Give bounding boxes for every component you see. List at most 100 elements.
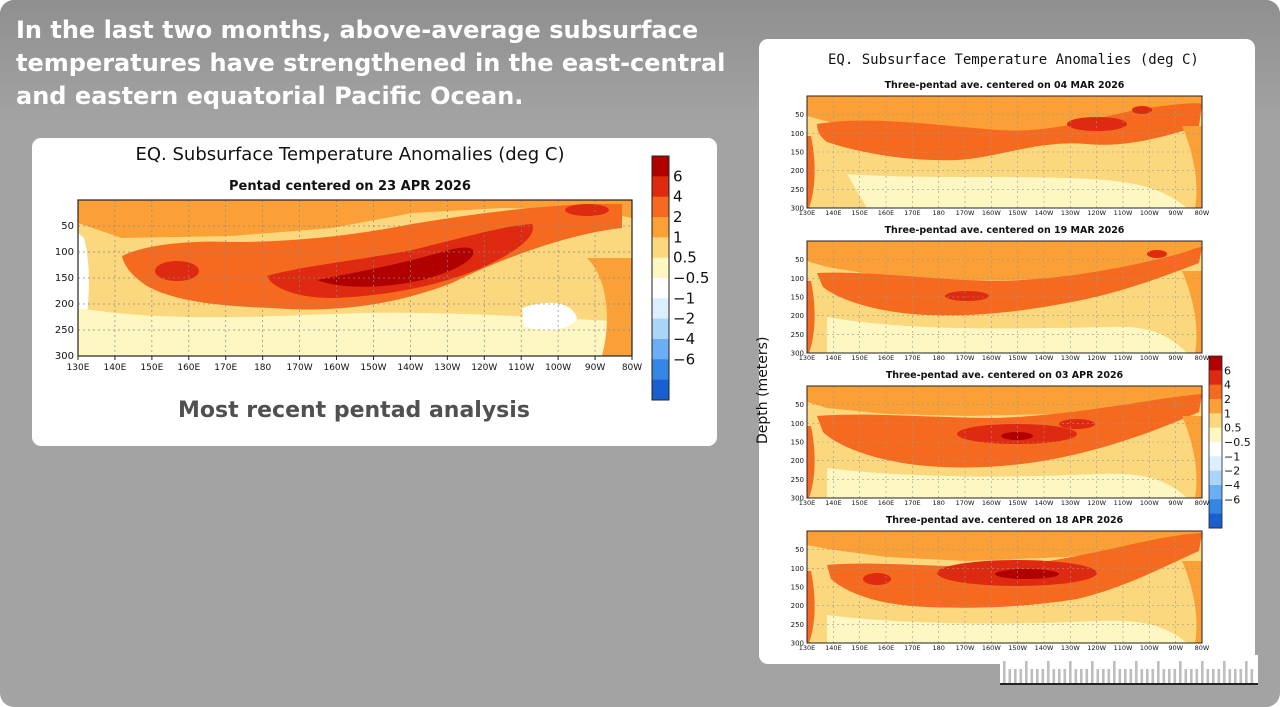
x-tick-label: 160W (323, 363, 349, 373)
panel-x-tick: 130W (1061, 644, 1080, 652)
panel-x-tick: 150E (851, 644, 868, 652)
y-tick-label: 100 (55, 247, 74, 258)
colorbar-swatch (652, 298, 669, 320)
timeline-tick (1085, 669, 1089, 683)
timeline-tick (1019, 669, 1023, 683)
timeline-tick (1250, 669, 1254, 683)
panel-x-tick: 180 (932, 354, 944, 362)
colorbar-swatch (1209, 356, 1222, 371)
timeline-tick (1113, 661, 1116, 683)
colorbar-label: 1 (673, 228, 683, 246)
panel-contour-4 (863, 573, 891, 585)
neutral-patch (522, 302, 577, 331)
timeline-tick (1228, 669, 1232, 683)
timeline-tick (1118, 669, 1122, 683)
panel-plot: 130E 140E 150E 160E 170E 180 170W 160W 150W 140W 1… (791, 385, 1210, 507)
panel-frame (806, 385, 1203, 499)
colorbar-swatch (1209, 513, 1222, 529)
panel-contour-4 (1067, 117, 1127, 131)
panel-x-tick: 150W (1008, 644, 1027, 652)
timeline-tick (1025, 661, 1028, 683)
colorbar-label: −1 (1224, 450, 1240, 463)
panel-x-tick: 180 (932, 209, 944, 217)
panel-x-tick: 140W (1035, 209, 1054, 217)
right-chart-title: EQ. Subsurface Temperature Anomalies (de… (828, 52, 1199, 68)
x-tick-label: 80W (622, 363, 642, 373)
gridlines (78, 200, 632, 356)
panel-weak-deep (827, 317, 1187, 353)
timeline-tick (1201, 661, 1204, 683)
panel-x-tick: 90W (1168, 209, 1183, 217)
timeline-tick (1047, 661, 1050, 683)
panel-y-tick: 100 (791, 420, 804, 428)
panel-x-tick: 180 (932, 499, 944, 507)
timeline-tick (1140, 669, 1144, 683)
panel-contour-4 (1147, 250, 1167, 258)
panel-contour-6 (1001, 432, 1033, 440)
panel-x-tick: 170E (904, 499, 921, 507)
timeline-tick (1151, 669, 1155, 683)
panel-x-tick: 130E (799, 354, 816, 362)
main-caption: Most recent pentad analysis (178, 398, 530, 423)
panel-y-tick: 250 (791, 476, 804, 484)
panel-frame (806, 95, 1203, 209)
panel-x-tick: 100W (1140, 354, 1159, 362)
timeline-tick (1124, 669, 1127, 683)
warm-upper-band (78, 200, 632, 238)
panel-x-tick: 170E (904, 354, 921, 362)
y-tick-label: 200 (55, 299, 74, 310)
slide-headline: In the last two months, above-average su… (16, 16, 726, 110)
panel-x-tick: 100W (1140, 499, 1159, 507)
timeline-tick (1030, 669, 1034, 683)
panel-x-tick: 160W (982, 644, 1001, 652)
panel-x-tick: 150E (851, 499, 868, 507)
colorbar-swatch (652, 379, 669, 401)
timeline-tick (1091, 661, 1094, 683)
timeline-tick (1217, 669, 1221, 683)
panel-x-tick: 140W (1035, 354, 1054, 362)
x-tick-label: 170W (287, 363, 313, 373)
panel-x-tick: 160E (878, 209, 895, 217)
x-tick-label: 160E (177, 363, 200, 373)
timeline-tick (1245, 661, 1248, 683)
panel-title: Three-pentad ave. centered on 03 APR 202… (886, 370, 1124, 381)
panel-east-deep (1182, 271, 1202, 353)
timeline-tick (1206, 669, 1210, 683)
colorbar-label: −6 (1224, 493, 1240, 506)
panel-title: Three-pentad ave. centered on 19 MAR 202… (885, 225, 1125, 236)
timeline-tick (1058, 669, 1061, 683)
timeline-tick (1195, 669, 1199, 683)
panel-contour-4 (945, 291, 989, 301)
colorbar-label: −1 (673, 289, 695, 307)
timeline-tick (1003, 661, 1006, 683)
panel-x-tick: 170W (956, 644, 975, 652)
colorbar-label: 4 (1224, 379, 1231, 392)
timeline-tick (1036, 669, 1039, 683)
panel-x-tick: 130E (799, 499, 816, 507)
panel-x-tick: 150W (1008, 354, 1027, 362)
timeline-tick (1157, 661, 1160, 683)
timeline-strip (1000, 655, 1258, 685)
timeline-tick (1190, 669, 1193, 683)
panel-x-tick: 90W (1168, 644, 1183, 652)
plot-area (77, 199, 633, 357)
pentad-panel: Three-pentad ave. centered on 04 MAR 202… (791, 80, 1210, 217)
panel-x-tick: 160E (878, 354, 895, 362)
timeline-tick (1129, 669, 1133, 683)
panel-x-tick: 160E (878, 644, 895, 652)
panel-x-tick: 80W (1195, 499, 1210, 507)
panel-west-edge (807, 136, 815, 208)
y-tick-labels: 50 100 150 200 250 300 (55, 221, 74, 362)
panel-y-tick: 50 (795, 546, 804, 554)
panel-x-tick: 120W (1087, 499, 1106, 507)
colorbar-swatch (1209, 485, 1222, 500)
colorbar-label: −4 (1224, 479, 1240, 492)
colorbar-label: −0.5 (1224, 436, 1251, 449)
panel-x-tick: 110W (1114, 209, 1133, 217)
panel-x-tick: 80W (1195, 644, 1210, 652)
panel-x-tick: 120W (1087, 644, 1106, 652)
weak-anomaly-deep (78, 308, 632, 356)
panel-x-tick: 130W (1061, 499, 1080, 507)
timeline-ticks (1003, 661, 1254, 683)
panel-x-tick: 170W (956, 499, 975, 507)
